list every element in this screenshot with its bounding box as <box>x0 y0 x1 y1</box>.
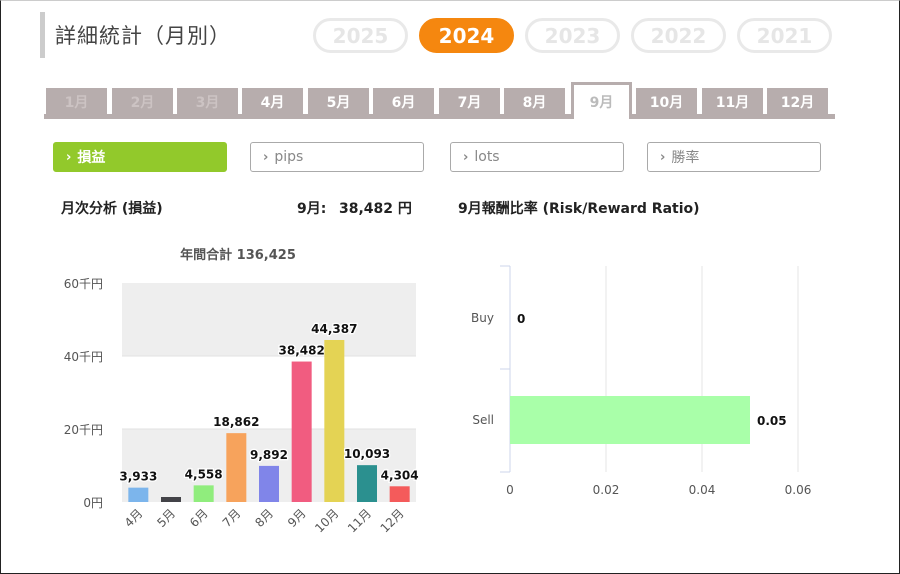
y-tick-label: 20千円 <box>64 423 103 437</box>
bar-4-month <box>128 487 149 502</box>
x-tick-label: 4月 <box>122 506 146 530</box>
chevron-right-icon: › <box>263 149 269 165</box>
profit-filter-button[interactable]: › 損益 <box>53 142 227 172</box>
y-tick-label: 0円 <box>83 496 103 510</box>
monthly-value-label: 9月: <box>297 201 327 217</box>
x-tick-label: 0.06 <box>785 483 812 497</box>
lots-filter-button[interactable]: › lots <box>450 142 624 172</box>
y-tick-label: 60千円 <box>64 277 103 291</box>
x-tick-label: 0 <box>506 483 514 497</box>
tab-month-9[interactable]: 9月 <box>571 82 632 119</box>
month-tabs-underline <box>44 114 835 119</box>
page-title: 詳細統計（月別） <box>55 24 231 48</box>
data-label: 0.05 <box>757 414 787 428</box>
data-label: 4,558 <box>185 467 223 481</box>
year-selector: 2025 2024 2023 2022 2021 <box>313 18 832 53</box>
x-tick-label: 6月 <box>187 506 211 530</box>
filter-label: 損益 <box>77 150 106 166</box>
tab-month-6[interactable]: 6月 <box>373 88 434 115</box>
bar-5-month <box>161 497 181 502</box>
y-tick-label: Sell <box>472 413 494 427</box>
x-tick-label: 10月 <box>312 506 341 535</box>
y-tick-label: Buy <box>471 311 494 325</box>
month-tabs: 1月 2月 3月 4月 5月 6月 7月 8月 9月 10月 11月 12月 <box>44 82 835 119</box>
x-tick-label: 0.04 <box>689 483 716 497</box>
y-tick-label: 40千円 <box>64 350 103 364</box>
x-tick-label: 11月 <box>345 506 374 535</box>
monthly-analysis-title: 月次分析 (損益) <box>61 201 163 217</box>
tab-month-7[interactable]: 7月 <box>439 88 500 115</box>
data-label: 9,892 <box>250 448 288 462</box>
data-label: 0 <box>517 312 525 326</box>
bar-6-month <box>193 485 214 502</box>
filter-label: 勝率 <box>671 150 700 166</box>
bar-8-month <box>259 465 279 502</box>
pips-filter-button[interactable]: › pips <box>250 142 424 172</box>
x-tick-label: 8月 <box>252 506 276 530</box>
chevron-right-icon: › <box>66 149 72 165</box>
year-button-2024[interactable]: 2024 <box>419 18 514 53</box>
title-accent-bar <box>40 12 45 58</box>
tab-month-5[interactable]: 5月 <box>308 88 369 115</box>
data-label: 10,093 <box>344 447 390 461</box>
filter-label: pips <box>274 149 304 165</box>
data-label: 4,304 <box>381 468 419 482</box>
bar-7-month <box>226 433 247 502</box>
ratio-title: 9月報酬比率 (Risk/Reward Ratio) <box>458 201 700 217</box>
year-button-2021[interactable]: 2021 <box>737 18 832 53</box>
monthly-value: 38,482 円 <box>339 201 412 217</box>
tab-month-10[interactable]: 10月 <box>636 88 697 115</box>
chart-title: 年間合計 136,425 <box>180 247 296 263</box>
data-label: 44,387 <box>311 322 357 336</box>
chevron-right-icon: › <box>463 149 469 165</box>
tab-month-12[interactable]: 12月 <box>767 88 828 115</box>
x-tick-label: 12月 <box>378 506 407 535</box>
year-button-2022[interactable]: 2022 <box>631 18 726 53</box>
bar-9-month <box>291 361 312 502</box>
bar-11-month <box>357 465 377 502</box>
bar-sell <box>510 396 750 444</box>
data-label: 3,933 <box>119 470 157 484</box>
filter-label: lots <box>474 149 500 165</box>
tab-month-3[interactable]: 3月 <box>177 88 238 115</box>
tab-month-4[interactable]: 4月 <box>242 88 303 115</box>
tab-month-11[interactable]: 11月 <box>702 88 763 115</box>
data-label: 38,482 <box>279 344 325 358</box>
tab-month-2[interactable]: 2月 <box>112 88 173 115</box>
x-tick-label: 0.02 <box>593 483 620 497</box>
x-tick-label: 9月 <box>285 506 309 530</box>
year-button-2025[interactable]: 2025 <box>313 18 408 53</box>
winrate-filter-button[interactable]: › 勝率 <box>647 142 821 172</box>
tab-month-1[interactable]: 1月 <box>46 88 107 115</box>
plot-band <box>122 283 416 356</box>
bar-10-month <box>324 339 345 502</box>
chevron-right-icon: › <box>660 149 666 165</box>
data-label: 18,862 <box>213 415 259 429</box>
year-button-2023[interactable]: 2023 <box>525 18 620 53</box>
tab-month-8[interactable]: 8月 <box>504 88 565 115</box>
x-tick-label: 7月 <box>220 506 244 530</box>
x-tick-label: 5月 <box>154 506 178 530</box>
bar-12-month <box>389 486 410 502</box>
